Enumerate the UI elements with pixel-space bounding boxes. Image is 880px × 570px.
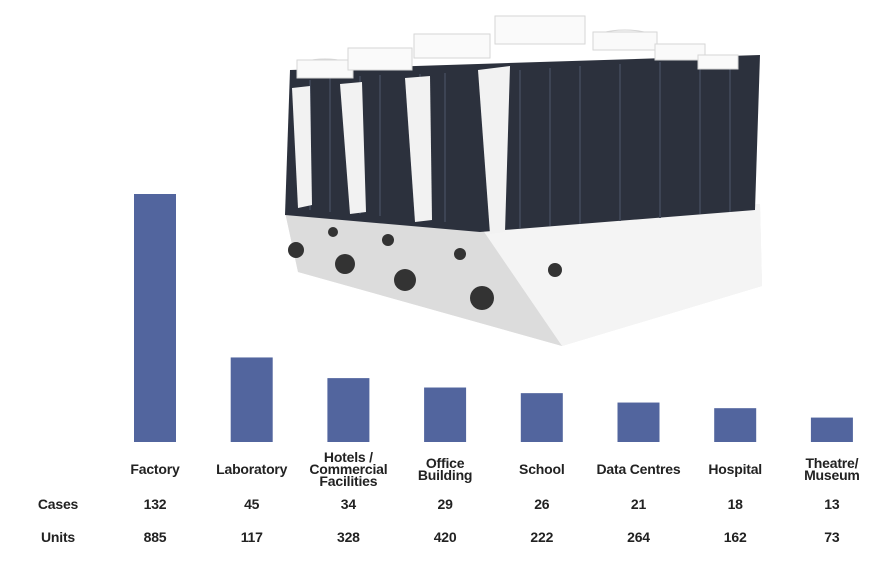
table-value: 29 (437, 496, 453, 512)
x-tick-label: School (519, 461, 565, 477)
table-value: 117 (240, 529, 263, 545)
bar (714, 408, 757, 442)
table-value: 18 (727, 496, 743, 512)
table-value: 21 (630, 496, 647, 512)
table-value: 162 (723, 529, 747, 545)
bar (520, 393, 563, 442)
table-value: 420 (433, 529, 457, 545)
x-tick-label: Hotels / Commercial Facilities (309, 449, 388, 489)
bar (134, 194, 176, 442)
table-value: 132 (143, 496, 167, 512)
table-value: 328 (337, 529, 360, 545)
table-value: 45 (244, 496, 260, 512)
bar (617, 402, 660, 442)
table-value: 73 (824, 529, 840, 545)
bar (327, 378, 370, 442)
row-label: Units (40, 529, 76, 545)
table-value: 13 (824, 496, 840, 512)
bar (230, 357, 273, 442)
table-value: 26 (534, 496, 550, 512)
chiller-illustration (285, 15, 762, 346)
table-value: 222 (530, 529, 554, 545)
table-value: 885 (143, 529, 167, 545)
x-tick-label: Hospital (708, 461, 763, 477)
x-tick-label: Office Building (417, 455, 473, 483)
bar (424, 387, 467, 442)
table-value: 264 (627, 529, 650, 545)
x-tick-label: Data Centres (596, 461, 681, 477)
x-tick-label: Factory (130, 461, 180, 477)
row-label: Cases (37, 496, 79, 512)
table-value: 34 (340, 496, 356, 512)
x-tick-label: Theatre/ Museum (804, 455, 860, 483)
x-tick-label: Laboratory (216, 461, 288, 477)
bar (810, 417, 853, 442)
